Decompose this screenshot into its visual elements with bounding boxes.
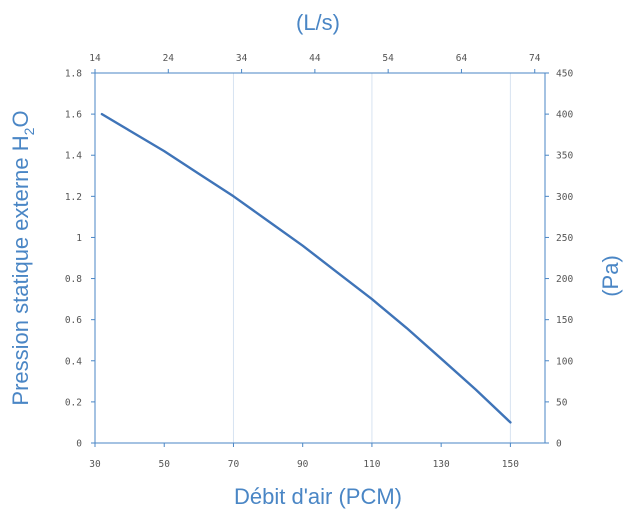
y2-axis-title: (Pa) — [598, 255, 623, 297]
y-tick-label: 1.4 — [65, 151, 82, 162]
y2-tick-label: 200 — [556, 274, 573, 285]
y2-tick-label: 300 — [556, 192, 573, 203]
y2-tick-label: 50 — [556, 397, 568, 408]
y-axis-title-end: O — [8, 110, 33, 127]
x-tick-label: 150 — [502, 459, 519, 470]
y-tick-label: 0.2 — [65, 397, 82, 408]
y-tick-label: 1.8 — [65, 69, 82, 80]
y2-tick-label: 450 — [556, 69, 573, 80]
x-tick-label: 130 — [433, 459, 450, 470]
y-tick-label: 0.4 — [65, 356, 82, 367]
y-axis-title: Pression statique externe H2O — [8, 110, 37, 405]
x2-tick-label: 24 — [163, 53, 175, 64]
y-axis-title-main: Pression statique externe H — [8, 135, 33, 405]
y2-tick-label: 0 — [556, 439, 562, 450]
y2-tick-label: 350 — [556, 151, 573, 162]
x2-tick-label: 74 — [529, 53, 541, 64]
x-tick-label: 70 — [228, 459, 240, 470]
y2-tick-label: 100 — [556, 356, 573, 367]
x-axis-title: Débit d'air (PCM) — [234, 484, 402, 509]
y2-tick-label: 400 — [556, 110, 573, 121]
y2-tick-label: 250 — [556, 233, 573, 244]
y-tick-label: 0 — [76, 439, 82, 450]
y-tick-label: 1.6 — [65, 110, 82, 121]
x2-tick-label: 14 — [89, 53, 101, 64]
x-tick-label: 50 — [159, 459, 171, 470]
y2-tick-label: 150 — [556, 315, 573, 326]
x-tick-label: 30 — [89, 459, 101, 470]
x-tick-label: 110 — [363, 459, 380, 470]
x2-tick-label: 64 — [456, 53, 468, 64]
x2-axis-title: (L/s) — [296, 10, 340, 35]
y-axis-title-subscript: 2 — [21, 127, 37, 135]
y-tick-label: 1 — [76, 233, 82, 244]
x-tick-label: 90 — [297, 459, 309, 470]
x2-tick-label: 34 — [236, 53, 248, 64]
y-tick-label: 0.8 — [65, 274, 82, 285]
x2-tick-label: 44 — [309, 53, 321, 64]
x2-tick-label: 54 — [382, 53, 394, 64]
y-tick-label: 1.2 — [65, 192, 82, 203]
y-tick-label: 0.6 — [65, 315, 82, 326]
